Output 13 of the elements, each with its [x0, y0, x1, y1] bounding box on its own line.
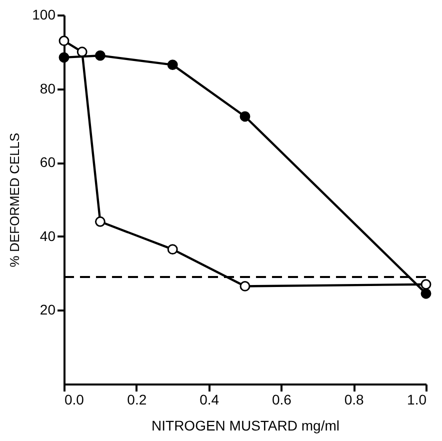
- y-tick-label: 100: [32, 6, 56, 22]
- x-tick-label: 0.6: [272, 392, 292, 408]
- x-tick-label: 0.0: [64, 392, 84, 408]
- x-tick-label: 1.0: [407, 392, 427, 408]
- x-tick-label: 0.8: [344, 392, 364, 408]
- y-tick-label: 60: [40, 154, 56, 170]
- x-tick-label: 0.2: [127, 392, 147, 408]
- y-tick-label: 80: [40, 80, 56, 96]
- y-axis-title: % DEFORMED CELLS: [7, 132, 22, 268]
- x-tick-label: 0.4: [200, 392, 220, 408]
- y-tick-label: 20: [40, 302, 56, 318]
- x-axis-title: NITROGEN MUSTARD mg/ml: [152, 418, 340, 434]
- y-tick-label: 40: [40, 228, 56, 244]
